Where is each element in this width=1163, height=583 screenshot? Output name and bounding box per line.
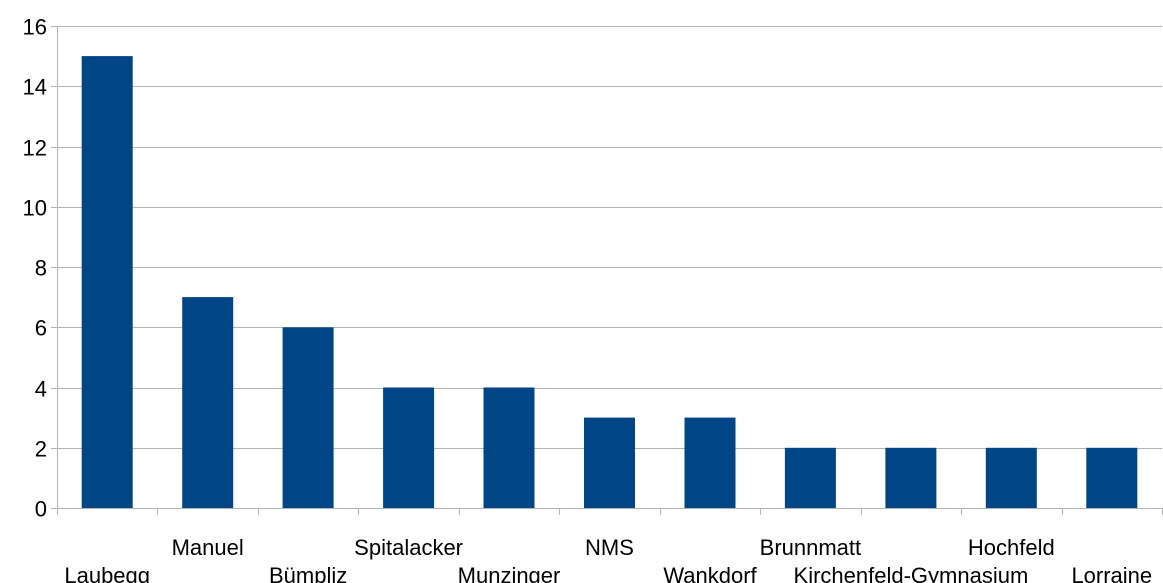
y-tick-label: 4: [35, 377, 47, 402]
y-tick-label: 10: [23, 196, 47, 221]
y-tick-label: 8: [35, 256, 47, 281]
bar: [1086, 447, 1138, 509]
x-tick-label: Spitalacker: [354, 535, 463, 560]
axes: [51, 26, 1163, 515]
bar: [885, 447, 937, 509]
bar: [784, 447, 836, 509]
bar: [383, 387, 435, 508]
x-tick-labels: Laubegg Manuel Bümpliz Spitalacker Munzinger…: [64, 535, 1152, 583]
bar: [81, 56, 133, 508]
x-tick-label: Kirchenfeld-Gymnasium: [794, 563, 1029, 583]
bar: [483, 387, 535, 508]
x-tick-label: Brunnmatt: [760, 535, 862, 560]
bar: [985, 447, 1037, 509]
y-tick-label: 6: [35, 316, 47, 341]
bar: [282, 327, 334, 509]
x-tick-label: NMS: [585, 535, 634, 560]
bar: [684, 417, 736, 508]
bar: [584, 417, 635, 508]
x-tick-label: Hochfeld: [968, 535, 1055, 560]
gridlines: [57, 26, 1162, 449]
y-tick-label: 0: [35, 497, 47, 522]
x-tick-label: Bümpliz: [269, 563, 347, 583]
bars: [81, 56, 1138, 509]
bar: [182, 297, 234, 508]
y-tick-label: 14: [23, 75, 47, 100]
y-tick-labels: 0 2 4 6 8 10 12 14 16: [23, 15, 47, 522]
x-tick-label: Munzinger: [458, 563, 561, 583]
x-tick-label: Manuel: [172, 535, 244, 560]
x-tick-label: Wankdorf: [663, 563, 757, 583]
y-tick-label: 16: [23, 15, 47, 40]
x-tick-label: Laubegg: [64, 563, 150, 583]
y-tick-label: 12: [23, 136, 47, 161]
y-tick-label: 2: [35, 437, 47, 462]
x-tick-label: Lorraine: [1071, 563, 1152, 583]
